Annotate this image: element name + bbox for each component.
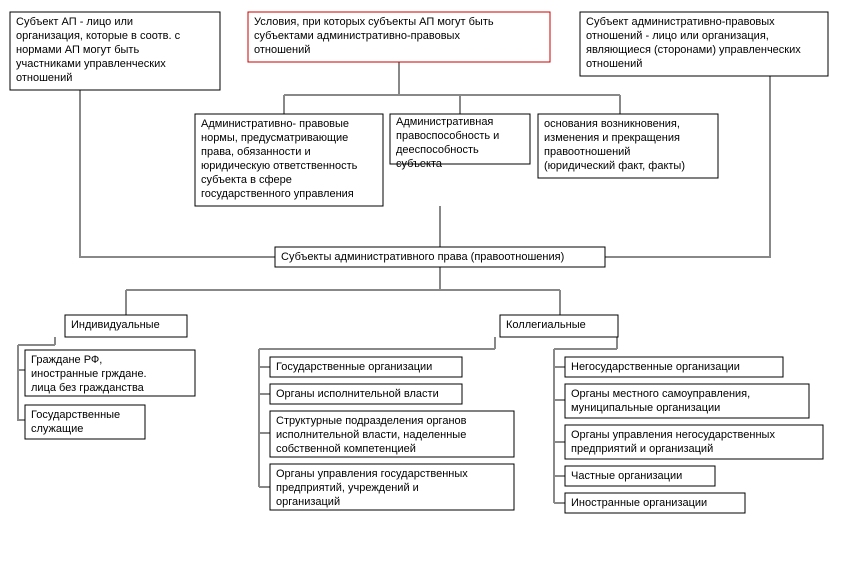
node-n6-line-2: правоотношений — [544, 146, 630, 158]
node-n6-line-0: основания возникновения, — [544, 118, 680, 130]
node-n1-line-3: участниками управленческих — [16, 58, 166, 70]
flowchart-diagram: Субъект АП - лицо или организация, которы… — [0, 0, 847, 563]
node-n4-line-3: юридическую ответственность — [201, 160, 358, 172]
node-n5-line-0: Административная — [396, 116, 493, 128]
node-n9-line-0: Коллегиальные — [506, 319, 586, 331]
node-n6-line-1: изменения и прекращения — [544, 132, 680, 144]
node-n4-line-1: нормы, предусматривающие — [201, 132, 348, 144]
node-n16-line-0: Негосударственные организации — [571, 361, 740, 373]
node-n1-line-2: нормами АП могут быть — [16, 44, 139, 56]
node-n19-line-0: Частные организации — [571, 470, 682, 482]
node-n11-line-1: служащие — [31, 423, 83, 435]
node-n7-line-0: Субъекты административного права (правоо… — [281, 251, 564, 263]
node-n5-line-1: правоспособность и — [396, 130, 499, 142]
node-n3-line-1: отношений - лицо или организация, — [586, 30, 769, 42]
node-n10-line-1: иностранные грждане. — [31, 368, 147, 380]
node-n14-line-1: исполнительной власти, наделенные — [276, 429, 466, 441]
node-n3-line-2: являющиеся (сторонами) управленческих — [586, 44, 801, 56]
node-n14-line-2: собственной компетенцией — [276, 443, 416, 455]
node-n15-line-1: предприятий, учреждений и — [276, 482, 419, 494]
node-n3-line-3: отношений — [586, 58, 642, 70]
node-n5-line-3: субъекта — [396, 158, 443, 170]
node-n10-line-0: Граждане РФ, — [31, 354, 102, 366]
node-n6-line-3: (юридический факт, факты) — [544, 160, 685, 172]
node-n18-line-1: предприятий и организаций — [571, 443, 713, 455]
node-n17-line-0: Органы местного самоуправления, — [571, 388, 750, 400]
node-n17-line-1: муниципальные организации — [571, 402, 720, 414]
node-n2-line-0: Условия, при которых субъекты АП могут б… — [254, 16, 494, 28]
node-n10-line-2: лица без гражданства — [31, 382, 145, 394]
node-n15-line-2: организаций — [276, 496, 340, 508]
node-n15-line-0: Органы управления государственных — [276, 468, 468, 480]
node-n4-line-5: государственного управления — [201, 188, 354, 200]
node-n4-line-2: права, обязанности и — [201, 146, 311, 158]
node-n18-line-0: Органы управления негосударственных — [571, 429, 775, 441]
node-n5-line-2: дееспособность — [396, 144, 479, 156]
node-n3-line-0: Субъект административно-правовых — [586, 16, 775, 28]
node-n2-line-2: отношений — [254, 44, 310, 56]
node-n1-line-0: Субъект АП - лицо или — [16, 16, 133, 28]
node-n14-line-0: Структурные подразделения органов — [276, 415, 467, 427]
node-n12-line-0: Государственные организации — [276, 361, 432, 373]
node-n4-line-0: Административно- правовые — [201, 118, 349, 130]
node-n20-line-0: Иностранные организации — [571, 497, 707, 509]
node-n1-line-1: организация, которые в соотв. с — [16, 30, 181, 42]
node-n13-line-0: Органы исполнительной власти — [276, 388, 439, 400]
node-n2-line-1: субъектами административно-правовых — [254, 30, 460, 42]
node-n1-line-4: отношений — [16, 72, 72, 84]
node-n11-line-0: Государственные — [31, 409, 120, 421]
node-n4-line-4: субъекта в сфере — [201, 174, 292, 186]
node-n8-line-0: Индивидуальные — [71, 319, 160, 331]
